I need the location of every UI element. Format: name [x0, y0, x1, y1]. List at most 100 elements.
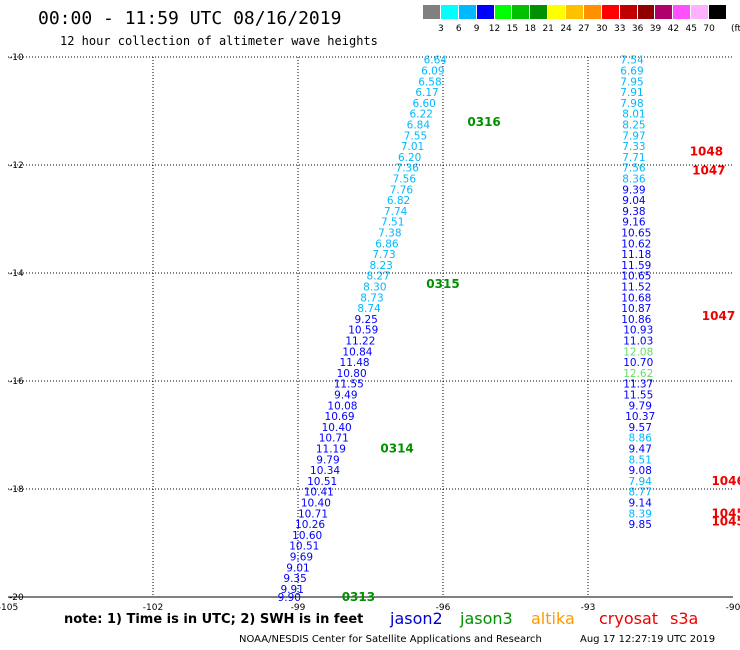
swh-point-label: 8.30 [363, 282, 386, 294]
swh-point-label: 10.69 [325, 411, 355, 423]
swh-point-label: 9.14 [629, 498, 653, 510]
swh-point-label: 9.38 [622, 206, 645, 218]
swh-point-label: 10.84 [342, 346, 372, 358]
x-tick-label: -96 [436, 603, 451, 613]
colorbar-swatch [530, 5, 549, 19]
swh-point-label: 7.76 [390, 184, 414, 196]
footer-credit: NOAA/NESDIS Center for Satellite Applica… [239, 634, 542, 645]
legend-jason2: jason2 [390, 609, 443, 628]
colorbar-label: 36 [631, 24, 644, 34]
legend-s3a: s3a [670, 609, 699, 628]
swh-point-label: 7.95 [620, 76, 643, 88]
swh-point-label: 9.90 [278, 592, 301, 604]
swh-point-label: 7.38 [378, 228, 401, 240]
y-tick-label: -16 [9, 377, 24, 387]
swh-point-label: 11.55 [623, 390, 653, 402]
colorbar-label: 15 [506, 24, 519, 34]
colorbar-label: 18 [524, 24, 537, 34]
swh-point-label: 8.27 [367, 271, 390, 283]
swh-point-label: 10.65 [621, 228, 651, 240]
chart-title: 00:00 - 11:59 UTC 08/16/2019 [38, 8, 342, 29]
swh-point-label: 10.93 [623, 325, 653, 337]
swh-point-label: 11.03 [623, 336, 653, 348]
colorbar-unit: (ft) [731, 24, 740, 34]
swh-point-label: 11.48 [340, 357, 370, 369]
legend-cryosat: cryosat [599, 609, 659, 628]
footer-timestamp: Aug 17 12:27:19 UTC 2019 [580, 634, 716, 645]
footer-note: note: 1) Time is in UTC; 2) SWH is in fe… [64, 612, 364, 627]
swh-point-label: 10.68 [621, 292, 651, 304]
swh-point-label: 10.87 [621, 303, 651, 315]
swh-point-label: 10.71 [319, 433, 349, 445]
swh-point-label: 9.39 [622, 184, 645, 196]
swh-point-label: 6.82 [387, 195, 410, 207]
swh-point-label: 8.36 [622, 174, 646, 186]
swh-point-label: 6.09 [421, 66, 444, 78]
swh-point-label: 9.01 [286, 562, 309, 574]
swh-point-label: 9.85 [629, 519, 652, 531]
swh-point-label: 8.86 [629, 433, 653, 445]
swh-point-label: 10.59 [348, 325, 378, 337]
colorbar-swatch [655, 5, 674, 19]
swh-point-label: 7.56 [622, 163, 646, 175]
swh-point-label: 9.79 [316, 454, 339, 466]
swh-point-label: 10.65 [621, 271, 651, 283]
swh-point-label: 10.40 [301, 498, 331, 510]
swh-point-label: 10.51 [289, 541, 319, 553]
swh-point-label: 10.70 [623, 357, 653, 369]
swh-point-label: 7.71 [622, 152, 645, 164]
swh-point-label: 10.37 [625, 411, 655, 423]
colorbar-swatch [476, 5, 495, 19]
time-label: 1048 [690, 145, 723, 159]
swh-point-label: 8.73 [360, 292, 383, 304]
swh-point-label: 8.77 [629, 487, 652, 499]
swh-point-label: 7.73 [372, 249, 395, 261]
colorbar-swatch [601, 5, 620, 19]
y-tick-label: -10 [9, 53, 24, 63]
time-label: 1047 [692, 163, 725, 177]
x-tick-label: -90 [726, 603, 740, 613]
swh-point-label: 10.08 [327, 400, 357, 412]
colorbar-swatch [673, 5, 692, 19]
colorbar-label: 9 [473, 24, 480, 34]
colorbar-label: 6 [455, 24, 462, 34]
colorbar-swatch [512, 5, 531, 19]
colorbar-swatch [583, 5, 602, 19]
swh-point-label: 9.57 [629, 422, 652, 434]
swh-point-label: 7.55 [404, 130, 427, 142]
colorbar-swatch [458, 5, 477, 19]
swh-point-label: 11.18 [621, 249, 651, 261]
y-tick-label: -14 [9, 269, 24, 279]
swh-point-label: 6.22 [410, 109, 433, 121]
swh-point-label: 7.94 [629, 476, 653, 488]
swh-point-label: 10.86 [621, 314, 651, 326]
swh-point-label: 6.58 [418, 76, 441, 88]
swh-point-label: 10.51 [307, 476, 337, 488]
swh-point-label: 12.62 [623, 368, 653, 380]
colorbar-swatch [566, 5, 584, 19]
swh-point-label: 10.34 [310, 465, 340, 477]
swh-point-label: 6.64 [424, 55, 448, 67]
swh-point-label: 7.51 [381, 217, 404, 229]
colorbar-label: 3 [438, 24, 444, 34]
colorbar-label: 12 [488, 24, 501, 34]
colorbar-swatch [548, 5, 567, 19]
swh-point-label: 10.60 [292, 530, 322, 542]
colorbar-swatch [637, 5, 656, 19]
swh-point-label: 7.33 [622, 141, 645, 153]
colorbar-label: 30 [596, 24, 608, 34]
colorbar-swatch [619, 5, 638, 19]
swh-point-label: 9.91 [281, 584, 304, 596]
time-label: 1047 [702, 309, 735, 323]
swh-point-label: 8.01 [622, 109, 645, 121]
time-label: 1046 [711, 474, 740, 488]
swh-point-label: 6.17 [415, 87, 438, 99]
colorbar-swatch [709, 5, 727, 19]
colorbar-swatch [494, 5, 513, 19]
swh-point-label: 9.49 [334, 390, 357, 402]
swh-point-label: 6.20 [398, 152, 421, 164]
swh-point-label: 11.22 [345, 336, 375, 348]
colorbar-label: 42 [667, 24, 680, 34]
